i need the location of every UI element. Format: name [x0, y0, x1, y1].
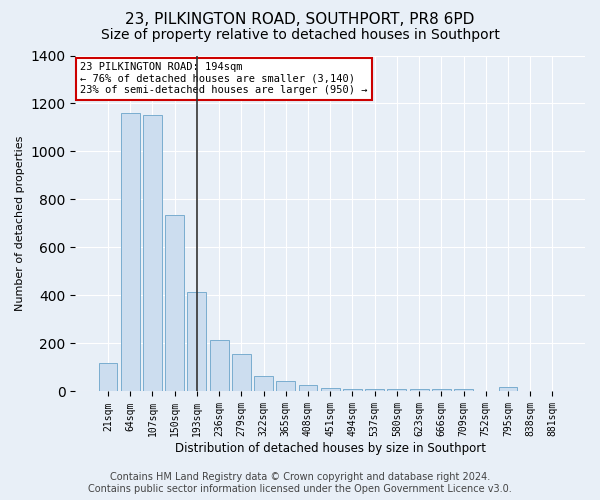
Bar — [277, 380, 295, 392]
Text: Contains HM Land Registry data © Crown copyright and database right 2024.
Contai: Contains HM Land Registry data © Crown c… — [88, 472, 512, 494]
Bar — [232, 354, 251, 392]
Bar — [499, 387, 517, 392]
Bar — [98, 362, 118, 392]
Y-axis label: Number of detached properties: Number of detached properties — [15, 136, 25, 311]
Bar — [254, 376, 273, 392]
Bar — [410, 389, 428, 392]
X-axis label: Distribution of detached houses by size in Southport: Distribution of detached houses by size … — [175, 442, 486, 455]
Bar — [365, 388, 384, 392]
Text: 23, PILKINGTON ROAD, SOUTHPORT, PR8 6PD: 23, PILKINGTON ROAD, SOUTHPORT, PR8 6PD — [125, 12, 475, 28]
Bar — [432, 389, 451, 392]
Bar — [121, 113, 140, 392]
Bar — [343, 388, 362, 392]
Bar — [321, 388, 340, 392]
Bar — [209, 340, 229, 392]
Bar — [299, 385, 317, 392]
Bar — [187, 292, 206, 392]
Bar — [388, 388, 406, 392]
Text: Size of property relative to detached houses in Southport: Size of property relative to detached ho… — [101, 28, 499, 42]
Bar — [143, 116, 162, 392]
Bar — [165, 215, 184, 392]
Bar — [454, 389, 473, 392]
Text: 23 PILKINGTON ROAD: 194sqm
← 76% of detached houses are smaller (3,140)
23% of s: 23 PILKINGTON ROAD: 194sqm ← 76% of deta… — [80, 62, 368, 96]
